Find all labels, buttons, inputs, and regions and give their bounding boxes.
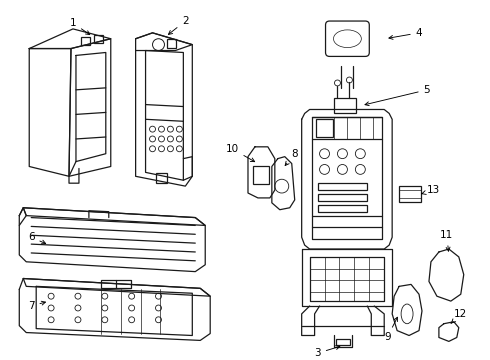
Text: 5: 5 [365, 85, 430, 105]
Bar [318, 183, 368, 190]
Bar [94, 35, 103, 43]
Bar [101, 280, 116, 288]
Text: 8: 8 [285, 149, 298, 166]
Text: 11: 11 [440, 230, 453, 251]
Bar [168, 39, 176, 48]
Bar [253, 166, 269, 184]
Bar [337, 339, 350, 345]
Bar [155, 174, 168, 183]
Text: 6: 6 [28, 232, 46, 244]
Text: 12: 12 [451, 309, 467, 324]
Text: 2: 2 [169, 16, 189, 35]
Text: 3: 3 [314, 346, 340, 358]
Bar [318, 194, 368, 201]
Text: 9: 9 [384, 317, 397, 342]
Text: 10: 10 [225, 144, 255, 162]
Bar [316, 119, 334, 137]
Text: 7: 7 [28, 301, 46, 311]
Bar [318, 205, 368, 212]
Bar [81, 37, 90, 45]
Text: 13: 13 [422, 185, 441, 195]
Text: 1: 1 [70, 18, 90, 35]
Bar [399, 186, 421, 202]
Bar [335, 98, 356, 113]
Text: 4: 4 [389, 28, 422, 39]
